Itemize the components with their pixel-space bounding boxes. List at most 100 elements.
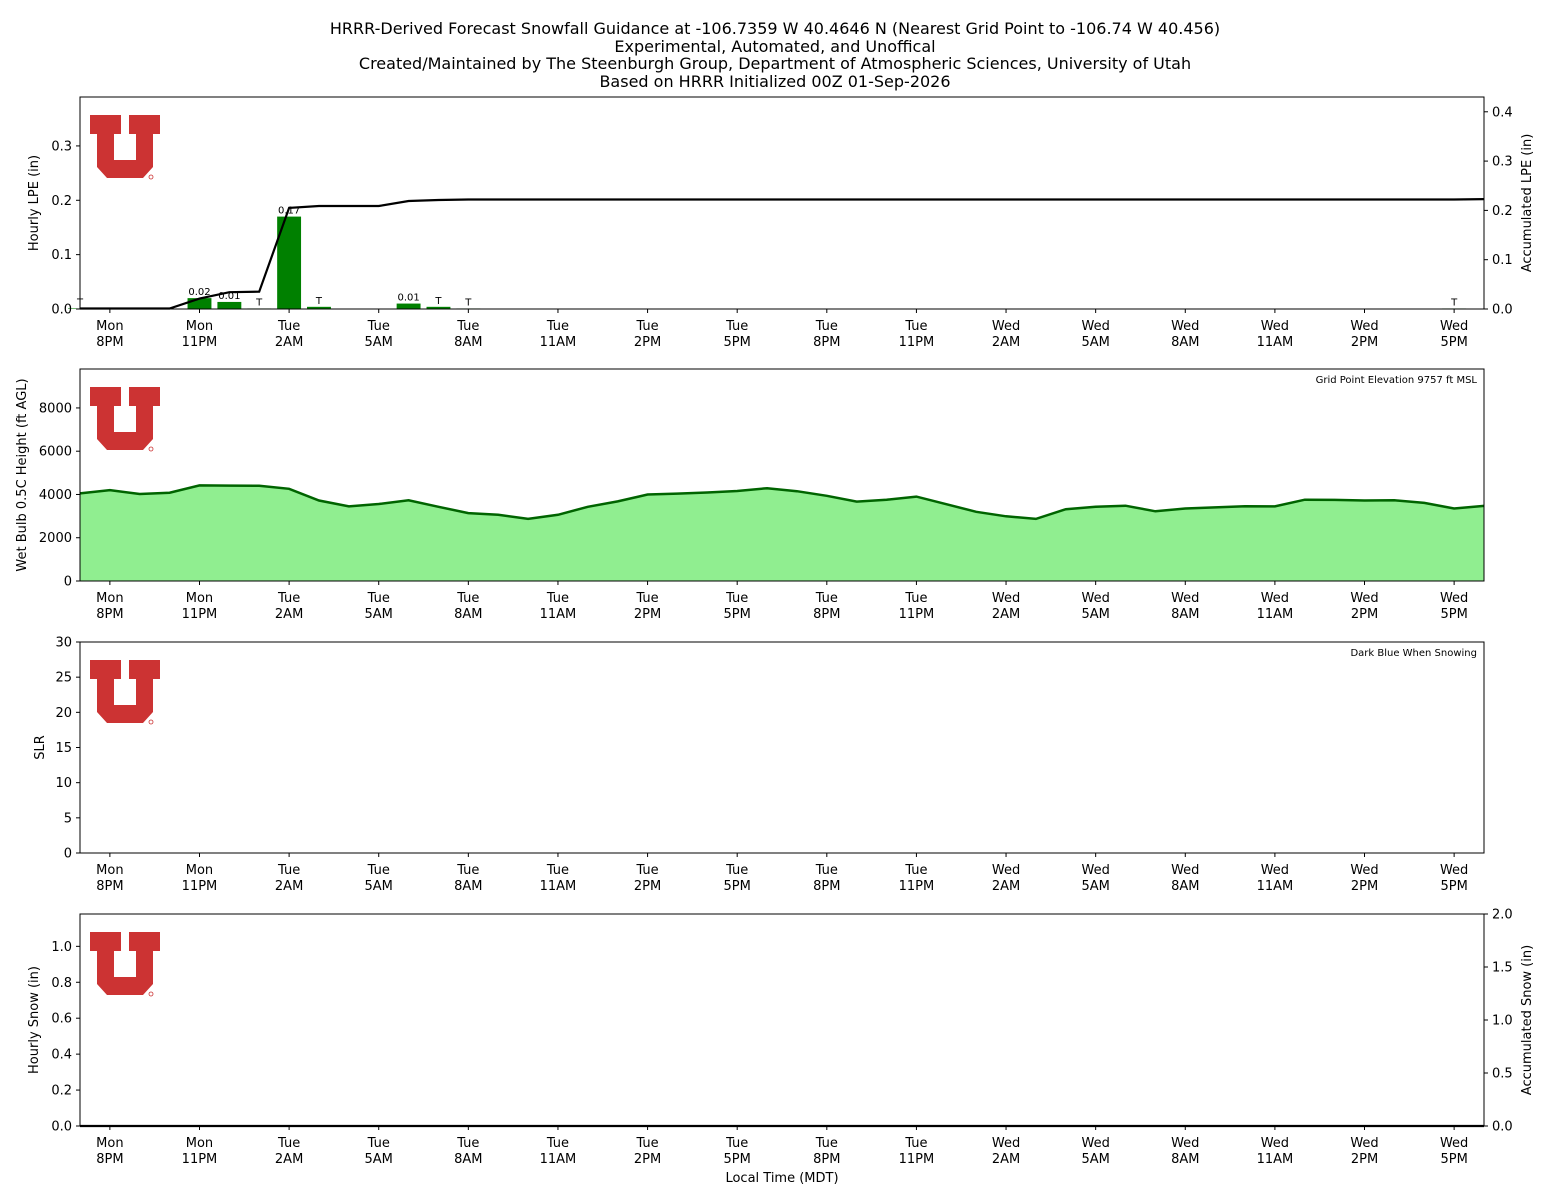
y-axis-4: 0.0 0.2 0.4 0.6 0.8 1.0 <box>51 940 80 1135</box>
lpe-bar <box>396 303 421 309</box>
x-tick-label-day: Wed <box>992 1136 1020 1151</box>
x-tick-label-day: Tue <box>725 591 748 606</box>
x-tick-label-day: Tue <box>635 1136 658 1151</box>
x-tick-label-day: Wed <box>1350 319 1378 334</box>
y2-axis-label: Accumulated LPE (in) <box>1520 134 1535 273</box>
x-tick-label-time: 5PM <box>1440 879 1467 894</box>
x-tick-label-day: Tue <box>904 591 927 606</box>
x-tick-label-day: Wed <box>1081 863 1109 878</box>
x-tick-label-time: 8PM <box>813 1152 840 1167</box>
x-tick-label-time: 5PM <box>1440 1152 1467 1167</box>
panel-frame <box>79 368 1485 582</box>
y2-tick-label: 1.5 <box>1492 961 1513 976</box>
y-tick-label: 4000 <box>39 488 72 503</box>
x-tick-label-day: Tue <box>815 591 838 606</box>
x-tick-label-time: 11PM <box>899 1152 935 1167</box>
x-tick-label-day: Tue <box>635 863 658 878</box>
lpe-bar <box>277 216 302 309</box>
panel-annotation: Grid Point Elevation 9757 ft MSL <box>1316 375 1478 386</box>
x-tick-label-time: 11AM <box>1257 607 1294 622</box>
x-tick-label-day: Wed <box>992 319 1020 334</box>
title-line-3: Created/Maintained by The Steenburgh Gro… <box>358 54 1192 73</box>
x-tick-label-day: Tue <box>725 319 748 334</box>
x-tick-label-day: Tue <box>277 863 300 878</box>
x-tick-label-time: 2PM <box>1351 879 1378 894</box>
bar-value-label: T <box>434 296 442 307</box>
y-tick-label: 5 <box>64 811 72 826</box>
x-tick-label-time: 8AM <box>1171 1152 1199 1167</box>
x-tick-label-time: 11PM <box>182 335 218 350</box>
x-tick-label-day: Wed <box>992 863 1020 878</box>
y-tick-label: 0.3 <box>51 139 72 154</box>
x-tick-label-time: 2AM <box>275 335 303 350</box>
x-tick-label-time: 11AM <box>540 1152 577 1167</box>
bar-value-label: 0.01 <box>397 293 419 304</box>
logo-registered-mark <box>148 991 154 997</box>
x-tick-label-time: 2AM <box>992 879 1020 894</box>
y-axis-label: Hourly Snow (in) <box>27 966 42 1074</box>
title-line-4: Based on HRRR Initialized 00Z 01-Sep-202… <box>599 71 951 91</box>
y-tick-label: 0.2 <box>51 1084 72 1099</box>
x-tick-label-time: 8AM <box>1171 335 1199 350</box>
x-tick-label-time: 2AM <box>992 335 1020 350</box>
x-tick-label-day: Tue <box>546 319 569 334</box>
x-tick-label-day: Wed <box>1350 1136 1378 1151</box>
x-tick-label-time: 5AM <box>365 1152 393 1167</box>
x-tick-label-day: Wed <box>1261 863 1289 878</box>
x-tick-label-day: Tue <box>725 863 748 878</box>
x-tick-label-day: Tue <box>367 591 390 606</box>
x-tick-label-day: Tue <box>456 591 479 606</box>
university-of-utah-logo-3 <box>90 660 160 725</box>
logo-u-shape <box>90 387 160 450</box>
y2-axis-1: 0.0 0.1 0.2 0.3 0.4 <box>1484 105 1513 318</box>
x-tick-label-time: 5PM <box>724 335 751 350</box>
y-axis-label: SLR <box>33 735 48 760</box>
logo-registered-mark <box>148 174 154 180</box>
x-tick-label-time: 8PM <box>813 879 840 894</box>
y2-tick-label: 0.2 <box>1492 204 1513 219</box>
x-tick-label-time: 11AM <box>540 335 577 350</box>
logo-u-shape <box>90 660 160 723</box>
x-axis-1: Mon8PMMon11PMTue2AMTue5AMTue8AMTue11AMTu… <box>96 309 1468 350</box>
x-tick-label-day: Tue <box>635 591 658 606</box>
y-tick-label: 8000 <box>39 401 72 416</box>
figure-titles: HRRR-Derived Forecast Snowfall Guidance … <box>0 20 1550 90</box>
x-tick-label-time: 11AM <box>540 879 577 894</box>
x-tick-label-day: Mon <box>96 863 123 878</box>
x-tick-label-day: Tue <box>546 863 569 878</box>
x-tick-label-day: Wed <box>1081 319 1109 334</box>
y-tick-label: 1.0 <box>51 940 72 955</box>
y2-tick-label: 0.5 <box>1492 1067 1513 1082</box>
x-tick-label-day: Wed <box>1261 591 1289 606</box>
x-tick-label-time: 8AM <box>454 879 482 894</box>
x-tick-label-day: Tue <box>546 591 569 606</box>
y2-axis-label: Accumulated Snow (in) <box>1520 945 1535 1095</box>
y2-tick-label: 0.0 <box>1492 303 1513 318</box>
x-tick-label-time: 8AM <box>1171 879 1199 894</box>
logo-u-shape <box>90 932 160 995</box>
x-tick-label-day: Mon <box>186 1136 213 1151</box>
y-tick-label: 0.0 <box>51 1120 72 1135</box>
y-tick-label: 0 <box>64 575 72 590</box>
x-tick-label-time: 2AM <box>275 879 303 894</box>
logo-u-shape <box>90 115 160 178</box>
x-tick-label-time: 8PM <box>96 335 123 350</box>
y-tick-label: 0.6 <box>51 1012 72 1027</box>
y-tick-label: 15 <box>55 741 72 756</box>
x-tick-label-day: Tue <box>277 319 300 334</box>
x-tick-label-time: 2PM <box>634 607 661 622</box>
lpe-bar <box>217 301 242 309</box>
university-of-utah-logo-2 <box>90 387 160 452</box>
x-tick-label-time: 5AM <box>1081 879 1109 894</box>
x-tick-label-day: Tue <box>815 863 838 878</box>
x-tick-label-time: 11PM <box>182 1152 218 1167</box>
bar-value-label: 0.02 <box>188 287 210 298</box>
y-tick-label: 0.0 <box>51 303 72 318</box>
x-tick-label-day: Tue <box>546 1136 569 1151</box>
x-tick-label-time: 11AM <box>1257 879 1294 894</box>
wet-bulb-height-area <box>80 485 1484 581</box>
y-axis-2: 0 2000 4000 6000 8000 <box>39 401 80 590</box>
x-tick-label-day: Wed <box>1350 591 1378 606</box>
x-axis-4: Mon8PMMon11PMTue2AMTue5AMTue8AMTue11AMTu… <box>96 1126 1468 1167</box>
x-tick-label-day: Wed <box>1440 319 1468 334</box>
